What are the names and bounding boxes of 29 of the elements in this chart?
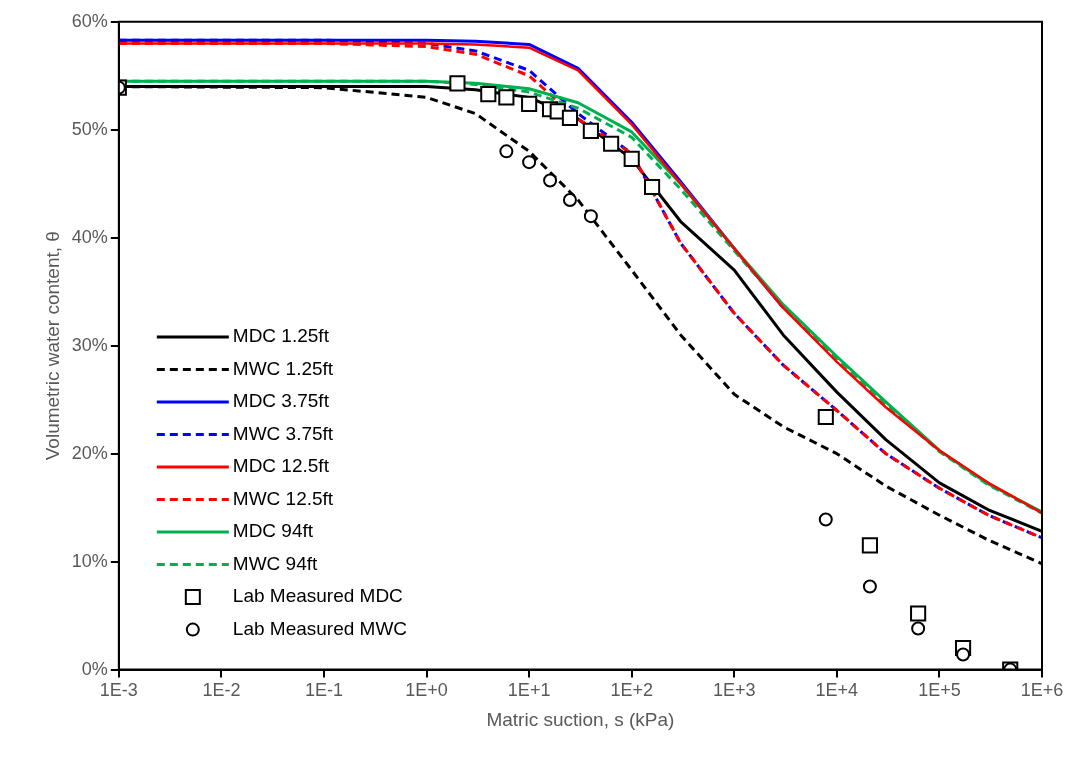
x-tick-label: 1E+6 xyxy=(1020,680,1064,701)
legend-label: MDC 3.75ft xyxy=(232,390,330,412)
x-tick-label: 1E+2 xyxy=(610,680,653,701)
x-tick-label: 1E+5 xyxy=(918,680,961,701)
legend-label: Lab Measured MDC xyxy=(232,585,403,607)
legend-label: Lab Measured MWC xyxy=(232,617,408,639)
legend-label: MDC 1.25ft xyxy=(232,325,330,347)
legend-label: MWC 12.5ft xyxy=(232,487,334,509)
y-tick-label: 60% xyxy=(71,10,108,31)
legend-label: MWC 94ft xyxy=(232,552,318,574)
y-tick-label: 30% xyxy=(71,334,108,355)
y-axis-title: Volumetric water content, θ xyxy=(41,231,63,461)
y-tick-label: 50% xyxy=(71,118,108,139)
y-tick-label: 0% xyxy=(81,658,108,679)
x-tick-label: 1E-3 xyxy=(99,680,138,701)
x-tick-label: 1E-2 xyxy=(202,680,241,701)
x-tick-label: 1E+1 xyxy=(507,680,551,701)
y-tick-label: 40% xyxy=(71,226,108,247)
legend-label: MDC 12.5ft xyxy=(232,455,330,477)
y-tick-label: 10% xyxy=(71,550,108,571)
y-tick-label: 20% xyxy=(71,442,108,463)
x-tick-label: 1E+3 xyxy=(713,680,756,701)
legend-label: MDC 94ft xyxy=(232,520,314,542)
legend-label: MWC 3.75ft xyxy=(232,422,334,444)
x-tick-label: 1E+4 xyxy=(815,680,859,701)
x-tick-label: 1E+0 xyxy=(405,680,448,701)
x-axis-title: Matric suction, s (kPa) xyxy=(486,708,675,730)
legend-label: MWC 1.25ft xyxy=(232,357,334,379)
x-tick-label: 1E-1 xyxy=(304,680,343,701)
